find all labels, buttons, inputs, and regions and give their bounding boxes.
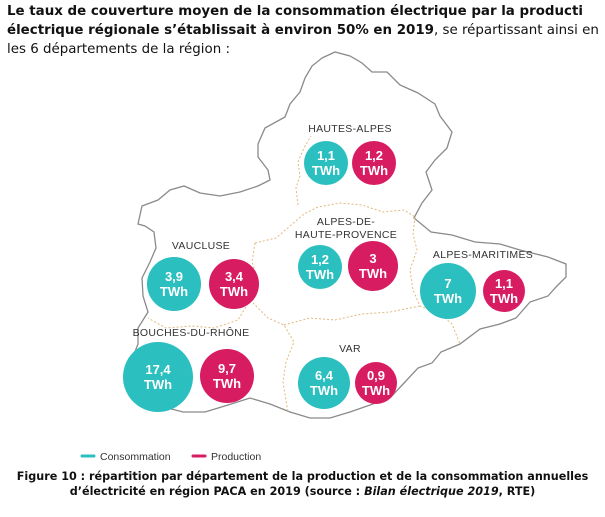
dept-label-alpes-de-haute-provence-2: HAUTE-PROVENCE xyxy=(295,229,397,241)
value-consommation-var: 6,4 xyxy=(315,368,334,383)
bubble-production-bouches-du-rhone xyxy=(200,349,254,403)
value-production-alpes-maritimes: 1,1 xyxy=(495,276,513,291)
bubble-consommation-alpes-de-haute-provence xyxy=(298,245,342,289)
dept-border-var-north xyxy=(283,305,421,326)
bubble-consommation-vaucluse xyxy=(147,257,201,311)
value-production-bouches-du-rhone: 9,7 xyxy=(218,361,236,376)
value-consommation-vaucluse: 3,9 xyxy=(165,269,183,284)
caption-line-1: Figure 10 : répartition par département … xyxy=(16,470,589,483)
dept-border-north xyxy=(254,202,416,244)
value-consommation-bouches-du-rhone: 17,4 xyxy=(145,362,171,377)
dept-label-alpes-de-haute-provence-1: ALPES-DE- xyxy=(317,216,375,228)
unit-consommation-bouches-du-rhone: TWh xyxy=(144,377,172,392)
unit-production-var: TWh xyxy=(362,383,390,398)
intro-line-1: Le taux de couverture moyen de la consom… xyxy=(7,4,583,19)
value-consommation-alpes-maritimes: 7 xyxy=(444,276,451,291)
caption-line-2: d’électricité en région PACA en 2019 (so… xyxy=(69,485,536,498)
paca-border xyxy=(129,51,567,419)
value-production-vaucluse: 3,4 xyxy=(225,269,244,284)
unit-production-vaucluse: TWh xyxy=(220,284,248,299)
bubble-production-vaucluse xyxy=(209,259,259,309)
value-consommation-hautes-alpes: 1,1 xyxy=(317,148,335,163)
unit-production-bouches-du-rhone: TWh xyxy=(213,376,241,391)
unit-production-alpes-maritimes: TWh xyxy=(490,291,518,306)
bubble-production-var xyxy=(355,362,397,404)
intro-text: Le taux de couverture moyen de la consom… xyxy=(7,2,605,59)
value-production-var: 0,9 xyxy=(367,368,385,383)
bubble-consommation-var xyxy=(298,357,350,409)
dept-label-vaucluse: VAUCLUSE xyxy=(172,240,230,252)
dept-border-bouches-du-rhone xyxy=(249,299,295,413)
bubble-consommation-alpes-maritimes xyxy=(420,263,476,319)
dept-border-vaucluse xyxy=(147,242,259,329)
unit-production-alpes-de-haute-provence: TWh xyxy=(359,266,387,281)
legend: Consommation Production xyxy=(80,451,261,463)
unit-consommation-hautes-alpes: TWh xyxy=(312,163,340,178)
unit-consommation-alpes-de-haute-provence: TWh xyxy=(306,267,334,282)
legend-consommation-label: Consommation xyxy=(100,451,171,463)
bubble-consommation-bouches-du-rhone xyxy=(123,342,193,412)
dept-border-hautes-alpes-west xyxy=(295,135,312,206)
figure-caption: Figure 10 : répartition par département … xyxy=(0,469,605,499)
intro-line-2: électrique régionale s’établissait à env… xyxy=(7,23,599,38)
bubble-production-alpes-maritimes xyxy=(483,270,525,312)
unit-production-hautes-alpes: TWh xyxy=(360,163,388,178)
value-production-hautes-alpes: 1,2 xyxy=(365,148,383,163)
value-consommation-alpes-de-haute-provence: 1,2 xyxy=(311,252,329,267)
bubble-consommation-hautes-alpes xyxy=(304,141,348,185)
dept-label-alpes-maritimes: ALPES-MARITIMES xyxy=(433,249,533,261)
dept-label-bouches-du-rhone: BOUCHES-DU-RHÔNE xyxy=(133,326,250,339)
legend-production-label: Production xyxy=(211,451,261,463)
intro-line-3: les 6 départements de la région : xyxy=(7,42,230,57)
unit-consommation-vaucluse: TWh xyxy=(160,284,188,299)
value-production-alpes-de-haute-provence: 3 xyxy=(369,251,376,266)
dept-label-var: VAR xyxy=(339,343,361,355)
unit-consommation-var: TWh xyxy=(310,383,338,398)
bubble-production-alpes-de-haute-provence xyxy=(348,241,398,291)
bubble-production-hautes-alpes xyxy=(352,141,396,185)
region-outline xyxy=(129,51,567,419)
dept-label-hautes-alpes: HAUTES-ALPES xyxy=(308,123,392,135)
unit-consommation-alpes-maritimes: TWh xyxy=(434,291,462,306)
dept-border-alpes-maritimes xyxy=(409,216,461,345)
